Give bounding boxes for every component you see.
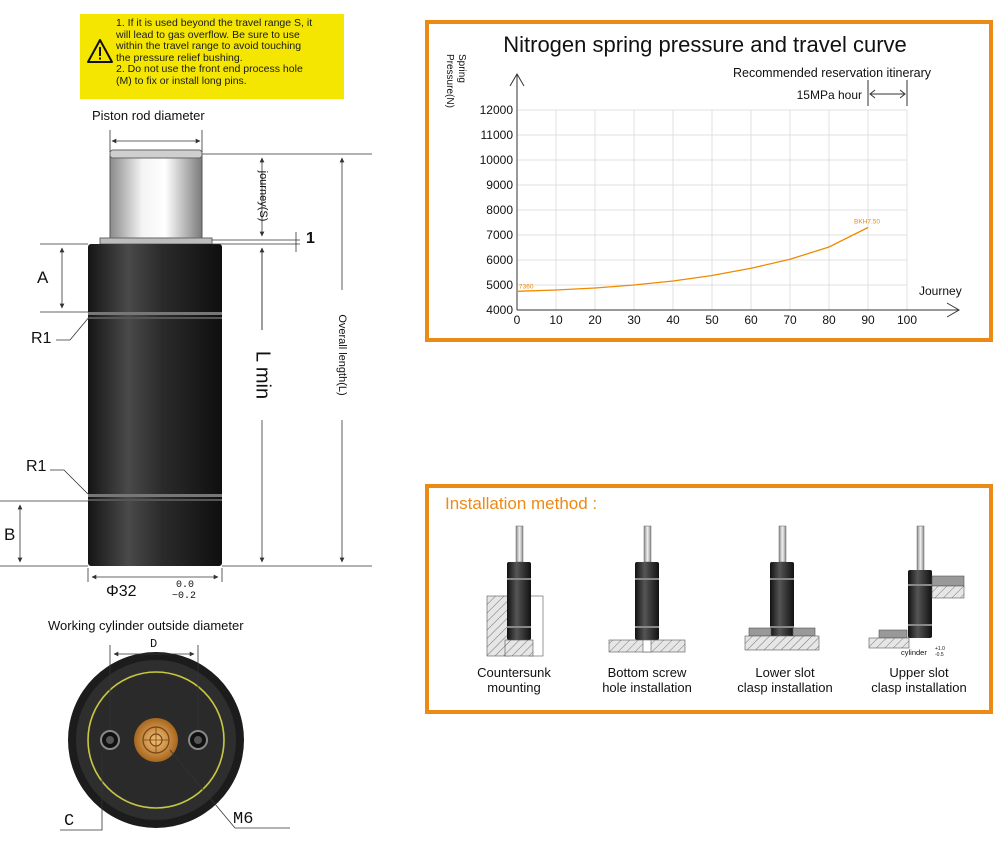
installation-illustrations	[486, 525, 965, 657]
x-axis-arrow	[946, 302, 960, 318]
x-tick-label: 50	[705, 313, 719, 327]
warning-line: will lead to gas overflow. Be sure to us…	[116, 28, 300, 41]
reservation-arrow-left	[869, 89, 876, 99]
x-tick-label: 60	[744, 313, 758, 327]
x-tick-label: 20	[588, 313, 602, 327]
upper-slot-illustration	[868, 525, 965, 649]
dim-B	[0, 500, 88, 567]
dim-D	[109, 645, 199, 730]
dim-phi32	[87, 568, 223, 582]
x-tick-label: 100	[897, 313, 917, 327]
x-tick-label: 90	[861, 313, 875, 327]
installation-panel: Installation method :	[425, 484, 993, 714]
chart-title: Nitrogen spring pressure and travel curv…	[503, 32, 907, 57]
method-line1: Lower slot	[755, 665, 815, 680]
cylinder-tol-lower: -0.5	[935, 652, 944, 658]
cylinder-note: cylinder	[901, 648, 927, 657]
y-tick-label: 7000	[486, 228, 513, 242]
method-bottom-screw: Bottom screw hole installation	[597, 665, 697, 695]
reservation-arrow-right	[899, 89, 906, 99]
overall-length-label: Overall length(L)	[336, 314, 348, 396]
tolerance-lower: −0.2	[172, 591, 197, 602]
A-label: A	[37, 268, 49, 287]
cylinder-end-view	[68, 652, 244, 828]
piston-rod-label: Piston rod diameter	[92, 108, 205, 123]
x-tick-label: 80	[822, 313, 836, 327]
method-line1: Countersunk	[477, 665, 551, 680]
method-upper-slot: Upper slot clasp installation	[863, 665, 975, 695]
x-axis-label: Journey	[919, 284, 962, 298]
x-tick-label: 70	[783, 313, 797, 327]
r1-leaders	[50, 315, 91, 495]
y-tick-label: 8000	[486, 203, 513, 217]
y-axis-arrow	[509, 73, 525, 87]
x-tick-label: 10	[549, 313, 563, 327]
cylinder-tol-upper: +1.0	[935, 646, 945, 652]
method-line1: Bottom screw	[607, 665, 687, 680]
lower-slot-illustration	[744, 525, 820, 651]
R1-bottom-label: R1	[26, 458, 47, 475]
x-tick-label: 0	[514, 313, 521, 327]
M6-label: M6	[233, 810, 254, 829]
reservation-sub-label: 15MPa hour	[797, 88, 862, 102]
warning-line: within the travel range to avoid touchin…	[116, 40, 302, 52]
warning-line: 2. Do not use the front end process hole	[116, 63, 303, 75]
method-line2: clasp installation	[871, 680, 967, 695]
dim-L-min	[222, 247, 372, 567]
method-line2: hole installation	[602, 680, 692, 695]
method-countersunk: Countersunk mounting	[469, 665, 559, 695]
B-label: B	[4, 525, 16, 544]
warning-text: 1. If it is used beyond the travel range…	[116, 17, 342, 87]
y-tick-label: 10000	[480, 153, 514, 167]
x-tick-label: 30	[627, 313, 641, 327]
y-axis-label-line1: Spring	[456, 54, 467, 83]
leaders-end-view	[60, 749, 290, 831]
reservation-label: Recommended reservation itinerary	[733, 66, 932, 80]
method-lower-slot: Lower slot clasp installation	[729, 665, 841, 695]
y-tick-label: 12000	[480, 103, 514, 117]
C-label: C	[64, 812, 75, 831]
phi32-label: Φ32	[106, 583, 137, 600]
dim-A	[40, 243, 88, 313]
countersunk-illustration	[486, 525, 544, 657]
dim-piston-rod	[109, 130, 203, 152]
cylinder-body	[88, 244, 222, 566]
pressure-travel-chart-panel: 0 10 20 30 40 50 60 70 80 90 100 4000 5000 6000 7000 80…	[425, 20, 993, 342]
start-data-label: 7360	[519, 283, 534, 290]
cylinder-od-label: Working cylinder outside diameter	[48, 618, 244, 633]
warning-line: the pressure relief bushing.	[116, 51, 243, 64]
y-axis-label-line2: Pressure(N)	[444, 54, 455, 108]
warning-triangle-icon	[87, 39, 113, 63]
series-line	[516, 226, 869, 292]
y-tick-label: 4000	[486, 303, 513, 317]
y-tick-label: 9000	[486, 178, 513, 192]
one-label: 1	[306, 230, 315, 247]
dim-journey	[202, 153, 372, 252]
method-line2: mounting	[487, 680, 541, 695]
pressure-travel-chart: 0 10 20 30 40 50 60 70 80 90 100 4000 5000 6000 7000 80…	[444, 32, 962, 327]
piston-rod	[99, 149, 213, 245]
warning-box: 1. If it is used beyond the travel range…	[80, 14, 344, 99]
L-min-label: L min	[251, 350, 274, 400]
D-label: D	[150, 637, 158, 651]
end-data-label: BKH7.50	[854, 219, 880, 226]
R1-top-label: R1	[31, 330, 52, 347]
warning-line: 1. If it is used beyond the travel range…	[116, 17, 313, 29]
warning-line: (M) to fix or install long pins.	[116, 74, 247, 87]
y-tick-label: 11000	[481, 128, 514, 142]
method-line2: clasp installation	[737, 680, 833, 695]
x-tick-label: 40	[666, 313, 680, 327]
installation-title: Installation method :	[445, 494, 598, 513]
tolerance-upper: 0.0	[176, 580, 195, 591]
spring-technical-drawing	[0, 130, 372, 831]
journey-label: journey(S)	[257, 170, 269, 222]
y-tick-label: 5000	[486, 278, 513, 292]
bottom-screw-illustration	[608, 525, 686, 653]
method-line1: Upper slot	[889, 665, 949, 680]
y-tick-label: 6000	[486, 253, 513, 267]
